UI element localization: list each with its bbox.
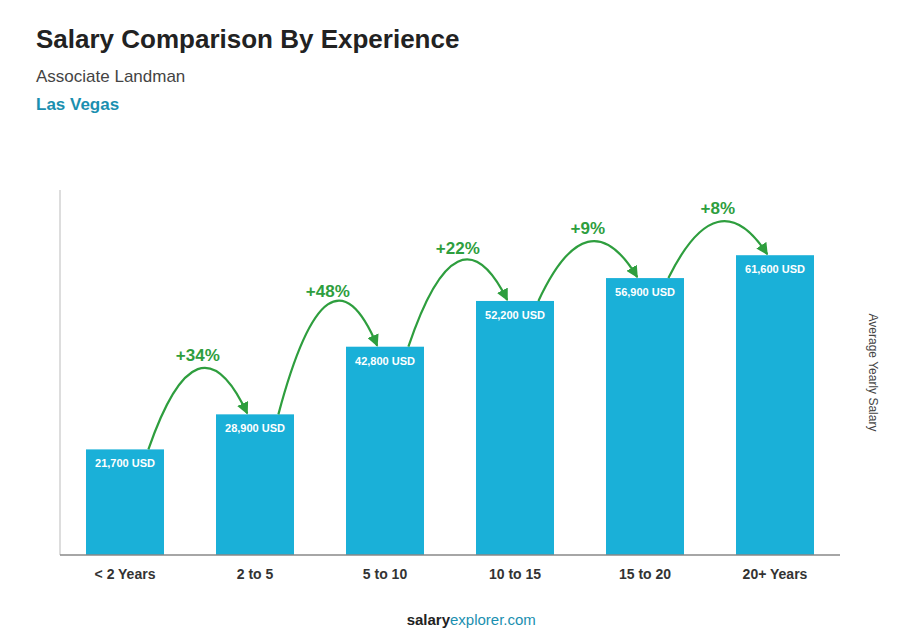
change-arrow bbox=[408, 259, 507, 346]
x-tick-label: 15 to 20 bbox=[619, 566, 671, 582]
data-label: 56,900 USD bbox=[615, 286, 675, 298]
bar bbox=[736, 255, 814, 555]
bar bbox=[346, 347, 424, 555]
x-tick-label: 5 to 10 bbox=[363, 566, 408, 582]
x-tick-label: 10 to 15 bbox=[489, 566, 541, 582]
annotation: +34% bbox=[176, 346, 220, 365]
x-axis-line bbox=[60, 554, 840, 556]
data-label: 28,900 USD bbox=[225, 422, 285, 434]
data-label: 61,600 USD bbox=[745, 263, 805, 275]
change-arrow bbox=[668, 221, 767, 278]
data-label: 52,200 USD bbox=[485, 309, 545, 321]
y-axis-label: Average Yearly Salary bbox=[866, 314, 880, 432]
subtitle: Associate Landman bbox=[36, 67, 185, 86]
footer: explorer.com bbox=[450, 611, 536, 628]
change-arrow bbox=[538, 241, 637, 301]
bar bbox=[86, 449, 164, 555]
subtitle: Las Vegas bbox=[36, 95, 119, 114]
bar bbox=[216, 414, 294, 555]
x-tick-label: < 2 Years bbox=[95, 566, 156, 582]
annotation: +48% bbox=[306, 282, 350, 301]
x-tick-label: 20+ Years bbox=[743, 566, 808, 582]
chart: Salary Comparison By Experience Associate… bbox=[0, 0, 900, 641]
data-label: 21,700 USD bbox=[95, 457, 155, 469]
y-axis-line bbox=[60, 190, 61, 555]
x-tick-label: 2 to 5 bbox=[237, 566, 274, 582]
change-arrow bbox=[148, 368, 247, 450]
annotation: +9% bbox=[571, 219, 606, 238]
change-arrow bbox=[278, 301, 377, 415]
footer: salary bbox=[407, 611, 451, 628]
data-label: 42,800 USD bbox=[355, 355, 415, 367]
bar bbox=[606, 278, 684, 555]
title: Salary Comparison By Experience bbox=[36, 24, 459, 54]
bars bbox=[86, 255, 814, 555]
annotation: +22% bbox=[436, 239, 480, 258]
annotation: +8% bbox=[701, 199, 736, 218]
bar bbox=[476, 301, 554, 555]
